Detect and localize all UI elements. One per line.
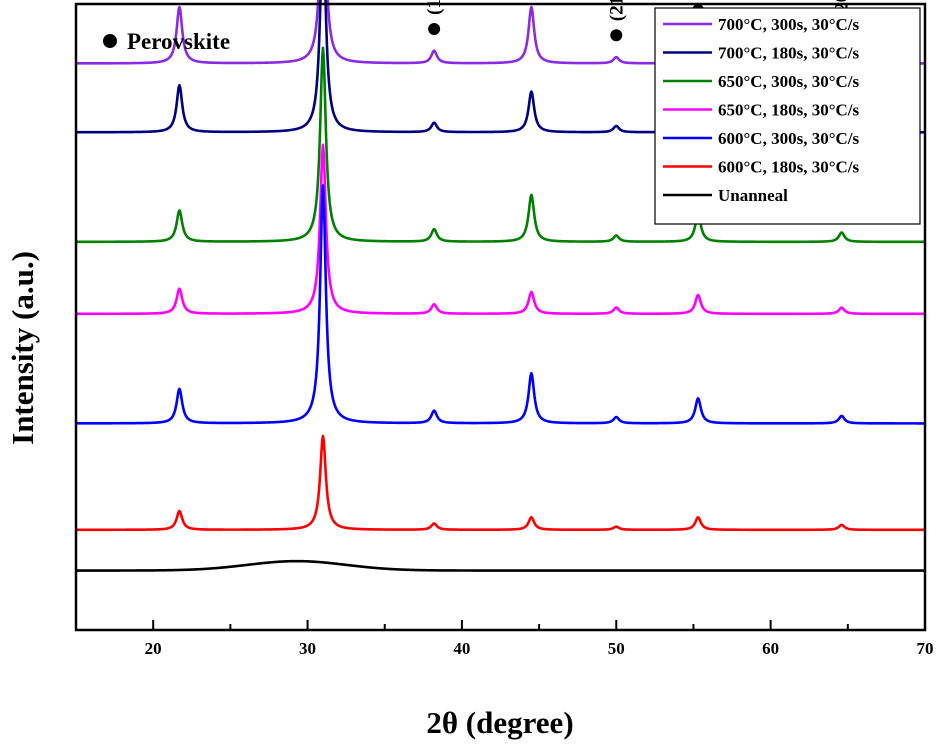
legend-label-unanneal: Unanneal bbox=[718, 186, 788, 205]
x-tick-label-30: 30 bbox=[299, 639, 316, 658]
legend-label-700-c-300s-30-c-s: 700°C, 300s, 30°C/s bbox=[718, 15, 859, 34]
x-tick-label-40: 40 bbox=[453, 639, 470, 658]
x-tick-label-60: 60 bbox=[762, 639, 779, 658]
legend-label-700-c-180s-30-c-s: 700°C, 180s, 30°C/s bbox=[718, 44, 859, 63]
peak-label-210: (210) bbox=[606, 0, 627, 21]
x-axis-ticks: 20 30 40 50 60 70 bbox=[75, 620, 934, 658]
plot-frame bbox=[74, 2, 927, 632]
x-axis-title: 2θ (degree) bbox=[426, 705, 573, 740]
legend-label-600-c-180s-30-c-s: 600°C, 180s, 30°C/s bbox=[718, 158, 859, 177]
x-tick-label-20: 20 bbox=[145, 639, 162, 658]
peak-marker-210 bbox=[610, 29, 623, 42]
peak-marker-111 bbox=[428, 22, 441, 35]
series-line-650-c-300s-30-c-s bbox=[75, 46, 926, 244]
x-tick-label-70: 70 bbox=[917, 639, 934, 658]
series-line-unanneal bbox=[75, 559, 926, 572]
series-line-650-c-180s-30-c-s bbox=[75, 143, 926, 316]
perovskite-marker-icon bbox=[103, 34, 117, 48]
peak-label-111: (111) bbox=[424, 0, 445, 15]
series-layer bbox=[75, 0, 926, 572]
perovskite-marker-label: Perovskite bbox=[127, 29, 230, 54]
legend-entries: 700°C, 300s, 30°C/s 700°C, 180s, 30°C/s 65… bbox=[663, 15, 859, 205]
perovskite-marker-legend: Perovskite bbox=[103, 29, 230, 54]
x-tick-label-50: 50 bbox=[608, 639, 625, 658]
legend-label-650-c-180s-30-c-s: 650°C, 180s, 30°C/s bbox=[718, 101, 859, 120]
legend-label-650-c-300s-30-c-s: 650°C, 300s, 30°C/s bbox=[718, 72, 859, 91]
series-line-600-c-300s-30-c-s bbox=[75, 184, 926, 425]
legend: 700°C, 300s, 30°C/s 700°C, 180s, 30°C/s 65… bbox=[654, 7, 921, 225]
series-line-600-c-180s-30-c-s bbox=[75, 434, 926, 532]
legend-box bbox=[654, 7, 921, 225]
legend-label-600-c-300s-30-c-s: 600°C, 300s, 30°C/s bbox=[718, 129, 859, 148]
y-axis-title: Intensity (a.u.) bbox=[5, 251, 40, 445]
